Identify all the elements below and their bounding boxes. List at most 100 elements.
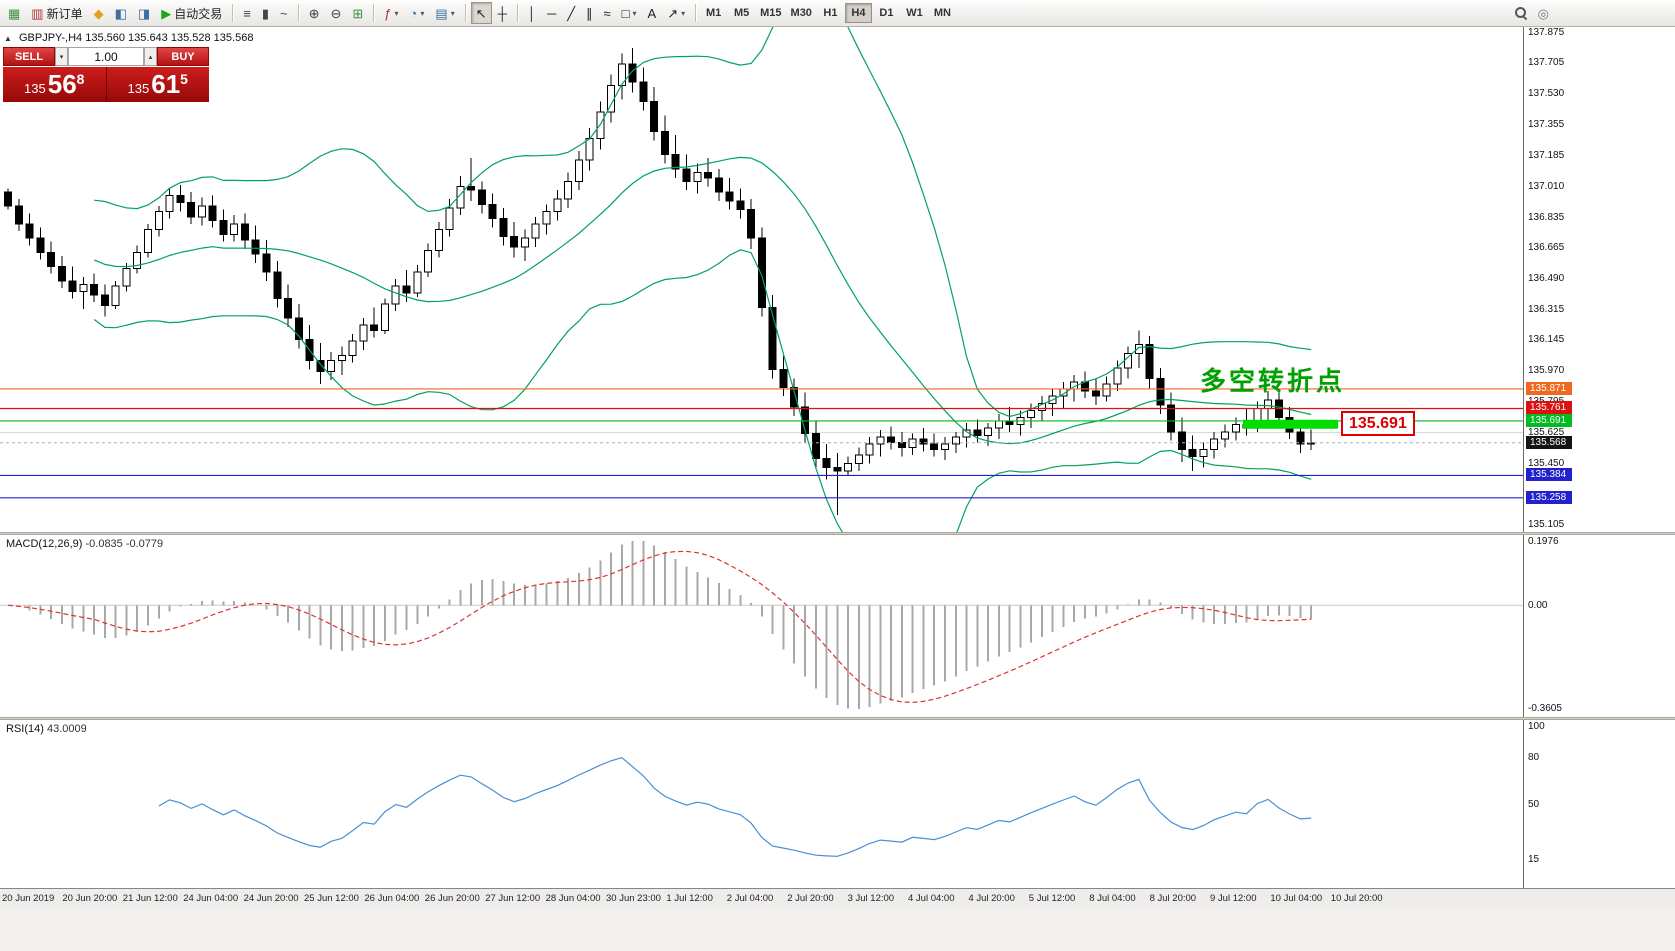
fibonacci-button[interactable]: ≈	[599, 2, 616, 24]
fibonacci-icon: ≈	[603, 5, 611, 21]
time-axis-label: 27 Jun 12:00	[485, 893, 541, 904]
time-axis-label: 10 Jul 04:00	[1270, 893, 1323, 904]
trendline-button[interactable]: ╱	[562, 2, 580, 24]
timeframe-m15-button[interactable]: M15	[756, 3, 785, 23]
time-axis[interactable]: 20 Jun 2019 20 Jun 20:00 21 Jun 12:00 24 Ju…	[0, 888, 1675, 908]
indicators-button[interactable]: ƒ ▾	[379, 2, 403, 24]
annotation-text[interactable]: 多空转折点	[1200, 366, 1346, 396]
toolbar-separator	[232, 4, 234, 22]
autotrading-button[interactable]: ▶ 自动交易	[156, 2, 227, 24]
time-axis-label: 26 Jun 04:00	[364, 893, 420, 904]
bar-chart-button[interactable]: ≡	[238, 2, 256, 24]
quick-search-button[interactable]	[1510, 2, 1532, 24]
new-order-button[interactable]: ▥ 新订单	[26, 2, 87, 24]
channel-icon: ∥	[586, 5, 593, 21]
periods-button[interactable]: ◔ ▾	[405, 2, 430, 24]
channel-button[interactable]: ∥	[581, 2, 598, 24]
time-axis-label: 26 Jun 20:00	[424, 893, 480, 904]
sell-price-sup: 8	[76, 71, 85, 87]
shapes-button[interactable]: □ ▾	[617, 2, 642, 24]
macd-label: MACD(12,26,9) -0.0835 -0.0779	[6, 538, 163, 550]
new-chart-button[interactable]: ▦	[3, 2, 25, 24]
axis-tick-label: 136.315	[1528, 304, 1565, 316]
toolbar-separator	[516, 4, 518, 22]
axis-tick-label: 0.1976	[1528, 536, 1559, 547]
timeframe-mn-button[interactable]: MN	[929, 3, 956, 23]
panel-splitter[interactable]	[0, 717, 1675, 720]
trendline-icon: ╱	[567, 5, 576, 21]
timeframe-w1-button[interactable]: W1	[901, 3, 928, 23]
macd-canvas[interactable]	[0, 535, 1523, 717]
time-axis-label: 2 Jul 04:00	[726, 893, 774, 904]
rsi-canvas[interactable]	[0, 720, 1523, 888]
text-icon: A	[647, 5, 657, 21]
axis-tick-label: 137.355	[1528, 119, 1565, 131]
time-axis-label: 20 Jun 20:00	[62, 893, 118, 904]
buy-price-display[interactable]: 135 61 5	[106, 67, 209, 102]
time-axis-label: 20 Jun 2019	[2, 893, 55, 904]
toolbar-right-group: ◎	[1510, 2, 1554, 24]
autotrading-button-label: 自动交易	[174, 6, 223, 21]
highlight-bar[interactable]	[1243, 419, 1338, 429]
macd-values: -0.0835 -0.0779	[85, 538, 164, 550]
price-axis[interactable]: 137.875 137.705 137.530 137.355 137.185 137.0…	[1523, 27, 1675, 888]
volume-up-button[interactable]: ▴	[144, 47, 157, 66]
macd-name: MACD(12,26,9)	[6, 538, 83, 550]
axis-tick-label: 135.450	[1528, 457, 1565, 469]
timeframe-m1-button[interactable]: M1	[700, 3, 727, 23]
timeframe-m5-button[interactable]: M5	[728, 3, 755, 23]
arrows-button[interactable]: ↗ ▾	[662, 2, 690, 24]
timeframe-h4-button[interactable]: H4	[844, 3, 872, 23]
zoom-in-button[interactable]: ⊕	[304, 2, 325, 24]
rsi-panel[interactable]: RSI(14) 43.0009	[0, 720, 1523, 888]
price-callout-label[interactable]: 135.691	[1341, 411, 1415, 437]
zoom-out-icon: ⊖	[330, 5, 342, 21]
market-watch-button[interactable]: ◧	[110, 2, 132, 24]
price-chart-panel[interactable]: ▲ GBPJPY-,H4 135.560 135.643 135.528 135…	[0, 27, 1523, 532]
templates-button[interactable]: ▤ ▾	[430, 2, 459, 24]
time-axis-label: 4 Jul 20:00	[968, 893, 1015, 904]
time-axis-label: 2 Jul 20:00	[787, 893, 834, 904]
zoom-out-button[interactable]: ⊖	[325, 2, 346, 24]
cursor-button[interactable]: ↖	[470, 2, 492, 24]
dropdown-caret-icon: ▾	[420, 8, 425, 18]
vertical-line-button[interactable]: │	[523, 2, 541, 24]
macd-panel[interactable]: MACD(12,26,9) -0.0835 -0.0779	[0, 535, 1523, 717]
sell-price-display[interactable]: 135 56 8	[3, 67, 107, 102]
sell-button[interactable]: SELL	[3, 47, 55, 66]
time-axis-label: 1 Jul 12:00	[666, 893, 713, 904]
tile-windows-button[interactable]: ⊞	[347, 2, 368, 24]
rsi-label: RSI(14) 43.0009	[6, 723, 87, 735]
price-chart-canvas[interactable]	[0, 27, 1523, 532]
price-badge: 135.691	[1526, 413, 1572, 427]
buy-button[interactable]: BUY	[157, 47, 209, 66]
timeframe-d1-button[interactable]: D1	[873, 3, 900, 23]
toolbar-separator	[464, 4, 466, 22]
community-button[interactable]: ◎	[1533, 2, 1554, 24]
time-axis-label: 3 Jul 12:00	[847, 893, 895, 904]
line-chart-button[interactable]: ~	[275, 2, 293, 24]
rsi-line	[158, 757, 1312, 857]
metaeditor-button[interactable]: ◆	[89, 2, 109, 24]
dropdown-caret-icon: ▾	[394, 8, 399, 18]
volume-input[interactable]: 1.00	[68, 47, 144, 66]
panel-splitter[interactable]	[0, 532, 1675, 535]
timeframe-h1-button[interactable]: H1	[817, 3, 844, 23]
dropdown-caret-icon: ▾	[450, 8, 455, 18]
volume-down-button[interactable]: ▾	[55, 47, 68, 66]
text-button[interactable]: A	[643, 2, 662, 24]
trade-panel-collapse-icon[interactable]: ▲	[4, 34, 12, 43]
dropdown-caret-icon: ▾	[681, 8, 686, 18]
axis-tick-label: 137.875	[1528, 27, 1565, 38]
horizontal-line-button[interactable]: ─	[542, 2, 561, 24]
candlestick-chart-button[interactable]: ▮	[257, 2, 274, 24]
bar-chart-icon: ≡	[243, 5, 251, 21]
axis-tick-label: 100	[1528, 721, 1545, 732]
timeframe-m30-button[interactable]: M30	[787, 3, 816, 23]
time-axis-label: 8 Jul 20:00	[1149, 893, 1197, 904]
data-window-button[interactable]: ◨	[133, 2, 155, 24]
crosshair-button[interactable]: ┼	[493, 2, 512, 24]
sell-price-big: 56	[47, 69, 77, 99]
axis-tick-label: 136.835	[1528, 211, 1565, 223]
macd-signal-line	[7, 550, 1312, 704]
